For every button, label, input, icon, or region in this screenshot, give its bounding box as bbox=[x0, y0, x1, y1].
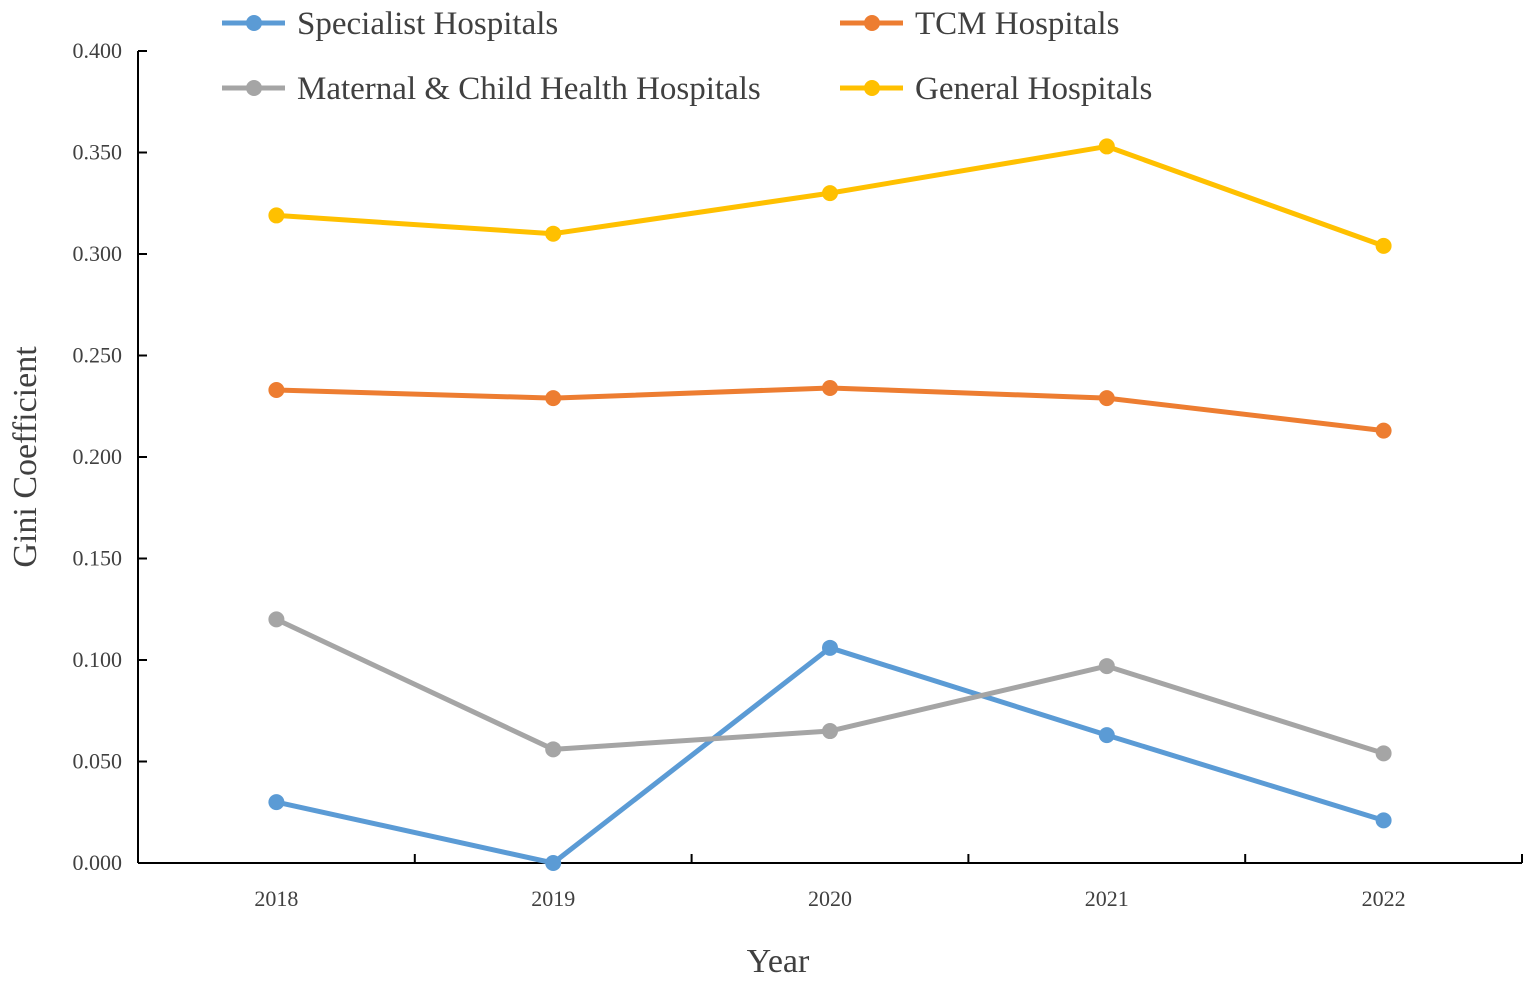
x-tick-label: 2020 bbox=[808, 886, 852, 911]
data-point bbox=[1375, 237, 1392, 254]
axes: 0.000 0.050 0.100 0.150 0.200 0.250 0.300 0.350… bbox=[73, 38, 1523, 911]
data-point bbox=[1098, 138, 1115, 155]
x-axis-label: Year bbox=[747, 943, 810, 980]
y-tick-label: 0.000 bbox=[73, 850, 123, 875]
legend-item: General Hospitals bbox=[840, 71, 1152, 107]
data-point bbox=[1375, 745, 1392, 762]
data-point bbox=[1098, 727, 1115, 744]
data-point bbox=[545, 741, 562, 758]
legend-item: TCM Hospitals bbox=[840, 6, 1119, 42]
data-point bbox=[822, 639, 838, 656]
data-point bbox=[1375, 812, 1392, 829]
series-group bbox=[268, 138, 1392, 871]
data-point bbox=[545, 225, 562, 242]
legend-item: Maternal & Child Health Hospitals bbox=[222, 71, 761, 107]
y-tick-label: 0.100 bbox=[73, 647, 123, 672]
legend-swatch-marker bbox=[864, 80, 880, 96]
legend: Specialist Hospitals TCM Hospitals Materna… bbox=[222, 6, 1152, 107]
legend-label: Maternal & Child Health Hospitals bbox=[297, 71, 761, 107]
legend-swatch-marker bbox=[246, 15, 262, 31]
legend-label: General Hospitals bbox=[915, 71, 1152, 107]
y-axis-label: Gini Coefficient bbox=[7, 346, 44, 568]
y-tick-label: 0.250 bbox=[73, 343, 123, 368]
legend-swatch-marker bbox=[246, 80, 262, 96]
data-point bbox=[822, 379, 838, 396]
data-point bbox=[268, 207, 285, 224]
y-tick-label: 0.300 bbox=[73, 241, 123, 266]
data-point bbox=[545, 390, 562, 407]
y-tick-label: 0.350 bbox=[73, 140, 123, 165]
y-tick-label: 0.400 bbox=[73, 38, 123, 63]
x-tick-label: 2018 bbox=[254, 886, 298, 911]
y-tick-label: 0.050 bbox=[73, 749, 123, 774]
data-point bbox=[1098, 390, 1115, 407]
legend-label: TCM Hospitals bbox=[915, 6, 1119, 42]
legend-item: Specialist Hospitals bbox=[222, 6, 558, 42]
data-point bbox=[545, 855, 562, 871]
data-point bbox=[268, 611, 285, 628]
data-point bbox=[1375, 422, 1392, 439]
data-point bbox=[822, 185, 838, 202]
legend-label: Specialist Hospitals bbox=[297, 6, 558, 42]
data-point bbox=[822, 723, 838, 740]
legend-swatch-marker bbox=[864, 15, 880, 31]
x-tick-label: 2019 bbox=[531, 886, 575, 911]
data-point bbox=[1098, 658, 1115, 675]
y-tick-label: 0.150 bbox=[73, 546, 123, 571]
x-tick-label: 2022 bbox=[1362, 886, 1406, 911]
series-line bbox=[275, 645, 1385, 866]
x-tick-label: 2021 bbox=[1085, 886, 1129, 911]
y-tick-label: 0.200 bbox=[73, 444, 123, 469]
data-point bbox=[268, 382, 285, 399]
data-point bbox=[268, 794, 285, 811]
